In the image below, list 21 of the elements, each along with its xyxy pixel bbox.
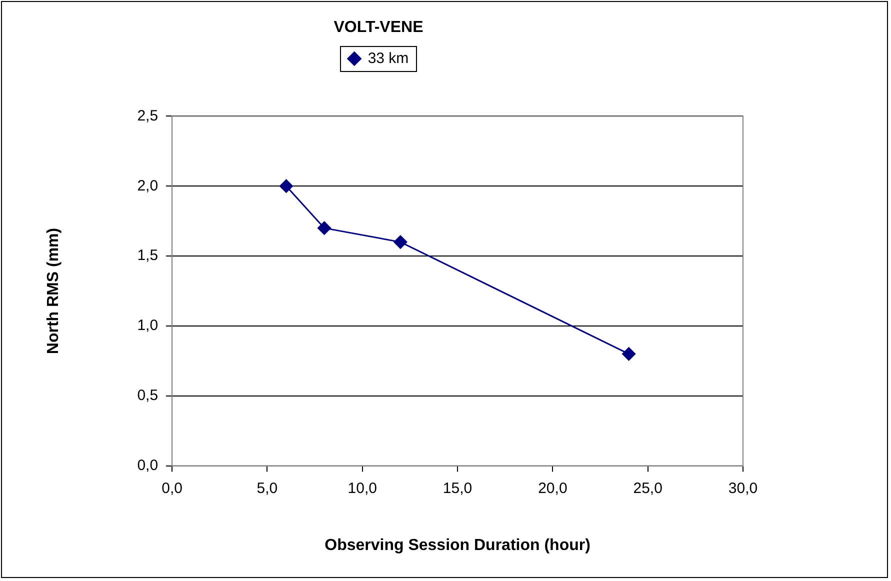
x-tick-label: 25,0 <box>633 480 662 497</box>
x-tick-label: 5,0 <box>256 480 278 497</box>
point <box>622 347 636 361</box>
x-tick-label: 0,0 <box>162 480 182 497</box>
y-tick-label: 1,5 <box>137 247 158 264</box>
x-axis-title: Observing Session Duration (hour) <box>324 536 590 554</box>
y-tick-label: 1,0 <box>137 317 158 334</box>
y-axis-title: North RMS (mm) <box>45 228 62 354</box>
point <box>394 235 408 249</box>
y-tick-label: 2,0 <box>137 177 158 194</box>
x-tick-label: 30,0 <box>728 480 758 497</box>
legend-label: 33 km <box>368 50 409 67</box>
x-tick-label: 15,0 <box>442 480 472 497</box>
x-tick-label: 10,0 <box>348 480 377 497</box>
point <box>318 221 332 235</box>
y-tick-label: 0,5 <box>137 387 158 404</box>
x-tick-label: 20,0 <box>538 480 568 497</box>
chart-title: VOLT-VENE <box>334 19 424 36</box>
y-tick-label: 0,0 <box>137 456 158 474</box>
y-tick-label: 2,5 <box>137 107 158 124</box>
point <box>279 179 293 193</box>
